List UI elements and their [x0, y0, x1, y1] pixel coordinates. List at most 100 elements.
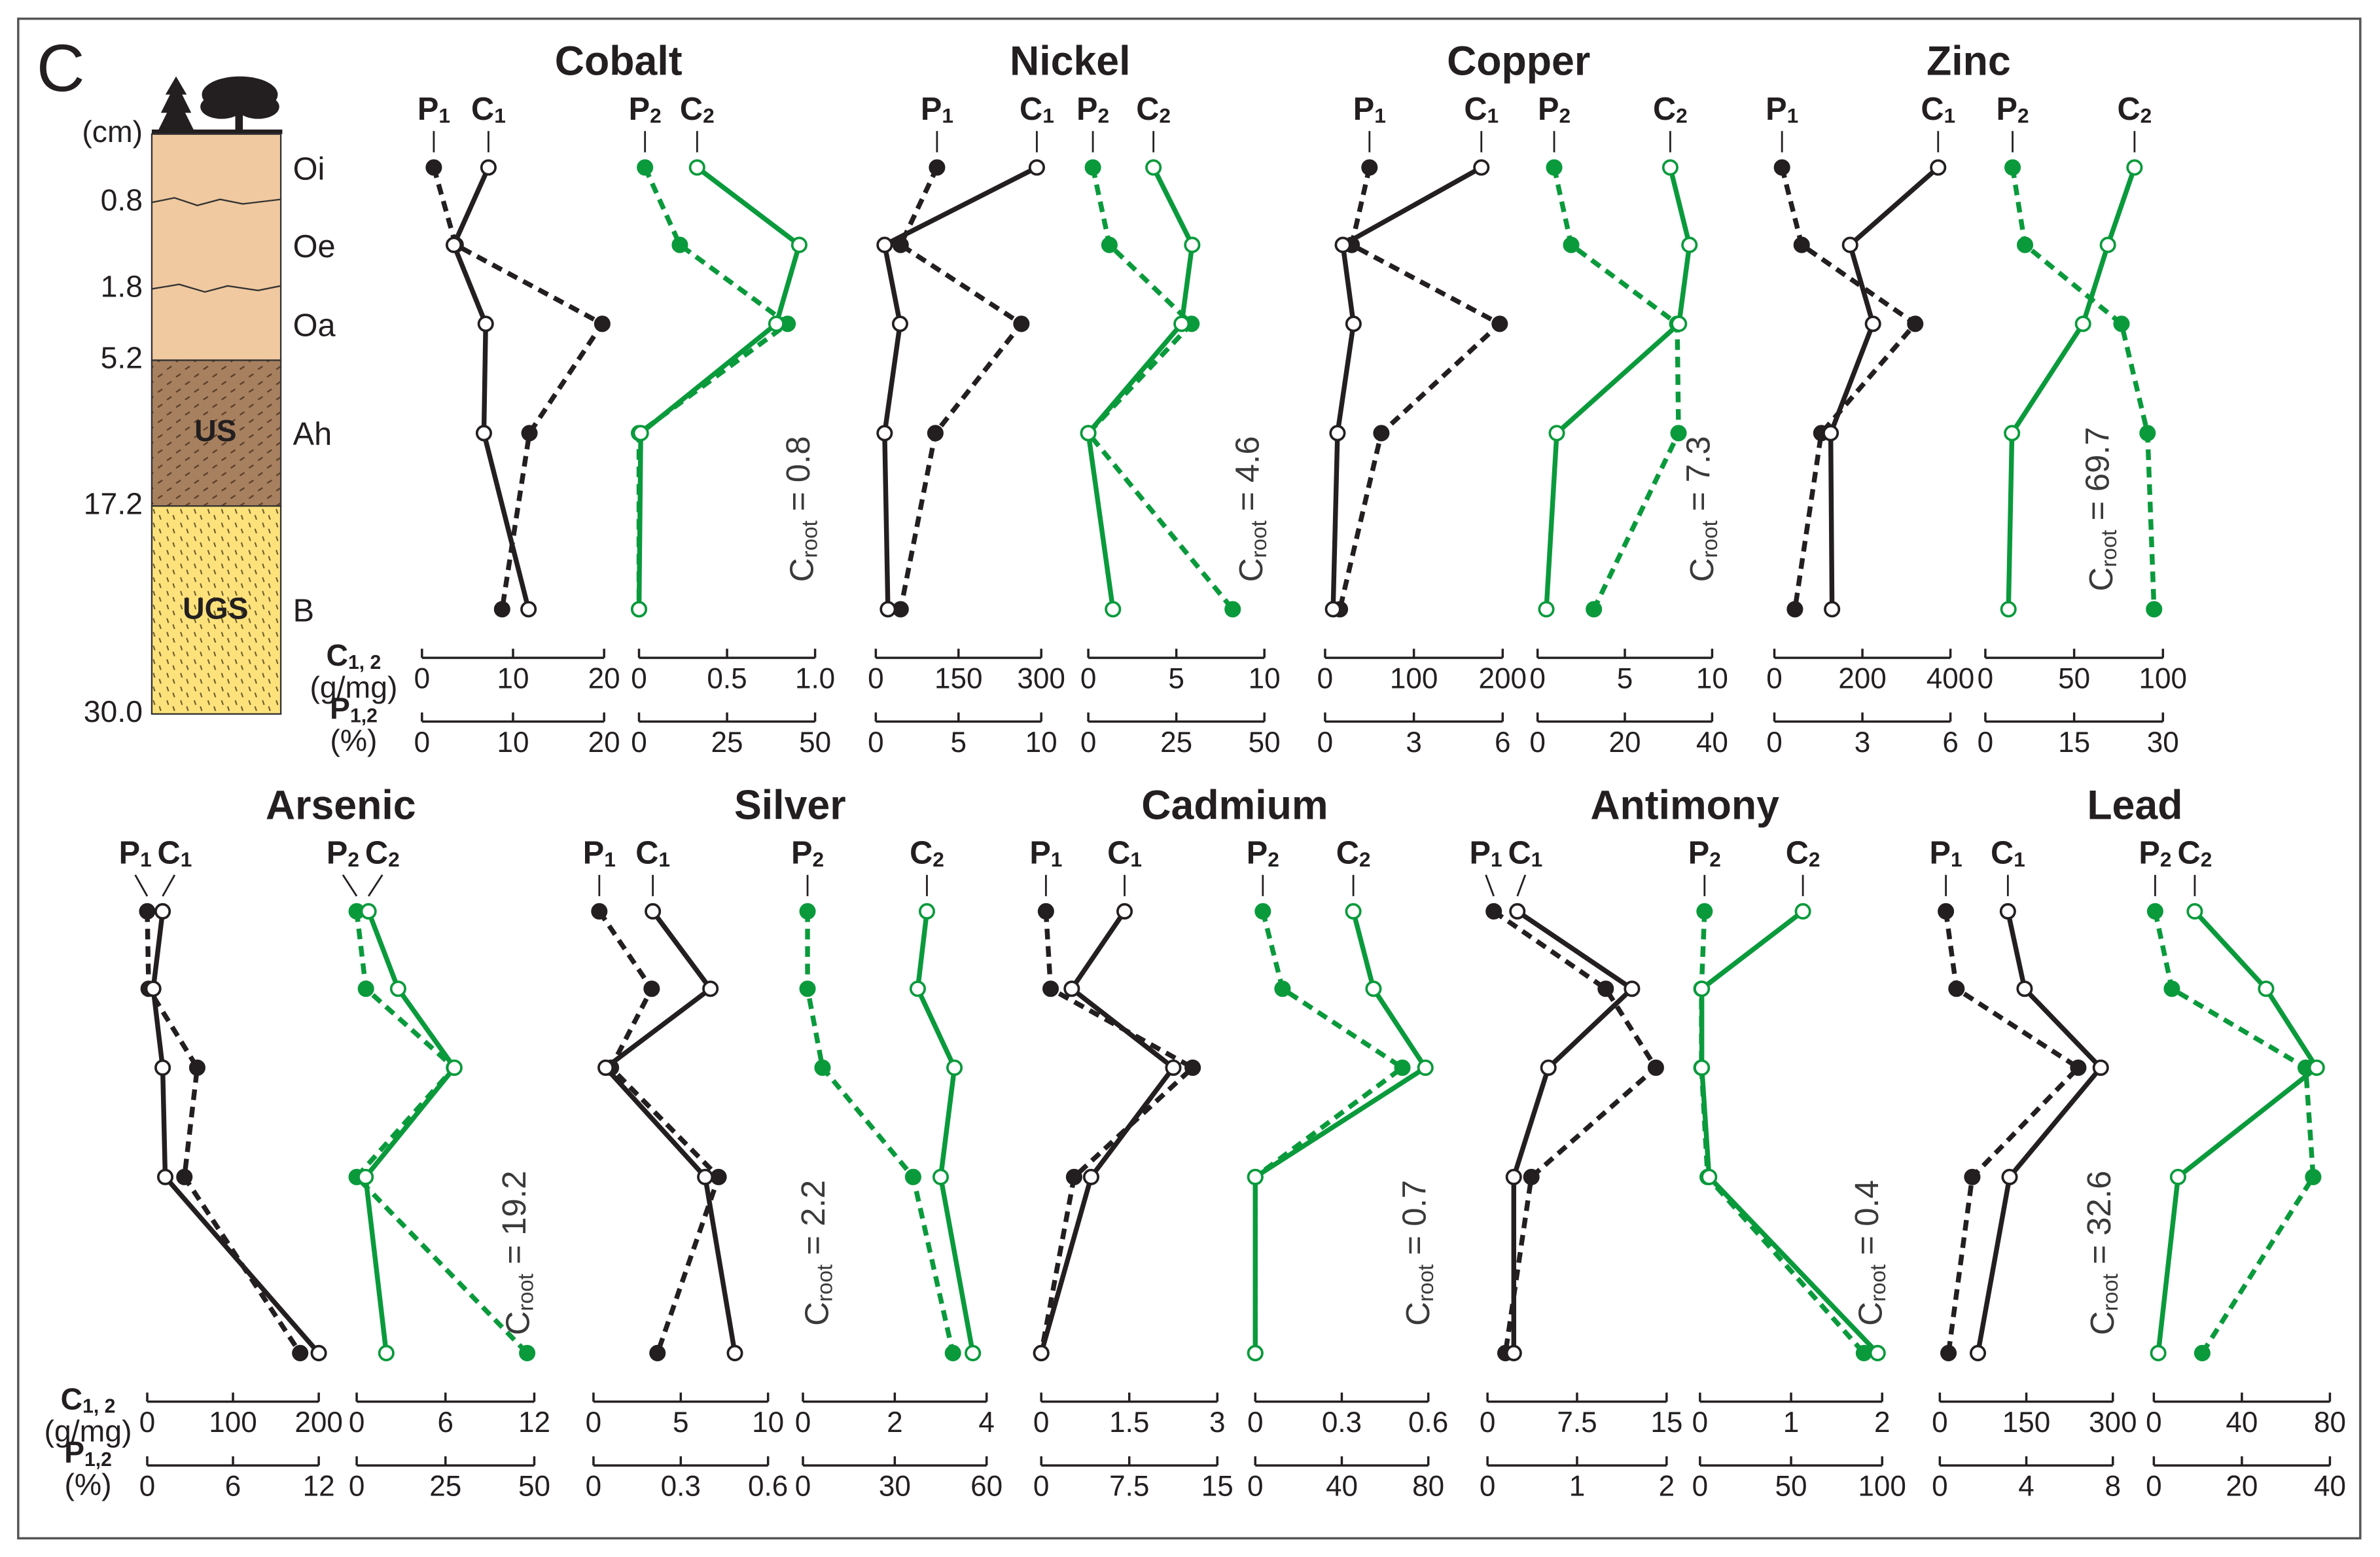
- data-point: [1417, 1059, 1434, 1076]
- data-point: [1938, 903, 1955, 920]
- tick-label: 40: [1326, 1471, 1358, 1503]
- tick-label: 30: [2147, 726, 2179, 759]
- data-point: [1864, 315, 1881, 332]
- tick-label: 15: [1201, 1471, 1234, 1503]
- data-point: [357, 980, 374, 997]
- series-label: P2: [629, 92, 662, 128]
- data-point: [1033, 1344, 1050, 1361]
- data-point: [1546, 159, 1563, 176]
- data-point: [1538, 601, 1555, 618]
- annotation: Croot = 69.7: [2079, 427, 2122, 591]
- data-point: [1624, 980, 1641, 997]
- tick-label: 5: [951, 726, 967, 759]
- tick-label: 100: [1390, 663, 1438, 695]
- data-point: [2113, 315, 2130, 332]
- data-point: [1345, 903, 1362, 920]
- tick-label: 0.5: [707, 663, 747, 695]
- series-line: [636, 165, 802, 609]
- data-point: [710, 1168, 727, 1185]
- tick-label: 150: [2002, 1406, 2051, 1439]
- data-point: [814, 1059, 831, 1076]
- data-point: [475, 425, 492, 442]
- data-point: [1473, 159, 1490, 176]
- axis-unit: (g/mg): [310, 670, 397, 704]
- series-label: C2: [1336, 835, 1371, 871]
- data-point: [1824, 601, 1841, 618]
- tick-label: 15: [1650, 1406, 1682, 1439]
- tick-label: 1.5: [1109, 1406, 1149, 1439]
- data-point: [1485, 903, 1502, 920]
- data-point: [637, 159, 654, 176]
- element-chart: Lead Croot = 32.6 0 150 300 0 4 8 P1 C1 0 40 80 0 20 40…: [1930, 782, 2346, 1502]
- data-point: [1869, 1344, 1886, 1361]
- series-label: C1: [158, 835, 192, 871]
- data-point: [1165, 1059, 1182, 1076]
- tick-label: 0: [586, 1471, 602, 1503]
- tick-label: 25: [711, 726, 743, 759]
- series-line: [1828, 166, 1940, 609]
- series-label: C1: [1020, 92, 1054, 128]
- tick-label: 0.3: [1322, 1406, 1362, 1439]
- tick-label: 200: [294, 1406, 343, 1439]
- depth-unit: (cm): [82, 115, 143, 149]
- data-point: [1548, 425, 1565, 442]
- data-point: [2070, 1059, 2087, 1076]
- data-point: [597, 1059, 614, 1076]
- tick-label: 7.5: [1109, 1471, 1149, 1503]
- data-point: [1822, 425, 1839, 442]
- data-point: [768, 315, 785, 332]
- axis-label: C1, 2: [61, 1382, 116, 1418]
- axis-label: P1,2: [330, 692, 378, 727]
- tick-label: 0: [2146, 1406, 2162, 1439]
- data-point: [1694, 1059, 1711, 1076]
- tick-label: 0: [1978, 726, 1994, 759]
- data-point: [2150, 1344, 2167, 1361]
- data-point: [1540, 1059, 1557, 1076]
- series-line: [1086, 167, 1235, 611]
- series-line: [1039, 911, 1196, 1354]
- chart-title: Cadmium: [1141, 782, 1328, 828]
- data-point: [726, 1344, 743, 1361]
- tick-label: 12: [303, 1471, 335, 1503]
- series-line: [1975, 910, 2103, 1354]
- tick-label: 80: [1412, 1471, 1444, 1503]
- data-point: [671, 236, 688, 253]
- data-point: [904, 1168, 921, 1185]
- tick-label: 4: [2018, 1471, 2034, 1503]
- data-point: [1647, 1059, 1664, 1076]
- tick-label: 0: [586, 1406, 602, 1439]
- tick-label: 0: [414, 726, 431, 759]
- data-point: [521, 425, 538, 442]
- element-chart: Cobalt Croot = 0.8 0 10 20 0 10 20 P1 C1 0 0.5 1.0 0 2…: [414, 39, 836, 759]
- data-point: [1101, 236, 1118, 253]
- data-point: [879, 601, 897, 618]
- tick-label: 40: [2226, 1406, 2258, 1439]
- series-label: P1: [1930, 835, 1963, 871]
- tick-label: 50: [518, 1471, 550, 1503]
- tick-label: 1.0: [795, 663, 835, 695]
- data-point: [1523, 1168, 1540, 1185]
- series-line: [1511, 909, 1635, 1353]
- tick-label: 6: [1942, 726, 1959, 759]
- label-leader: [134, 874, 149, 897]
- tick-label: 0: [139, 1471, 156, 1503]
- data-point: [1184, 236, 1201, 253]
- series-label: P1: [921, 92, 953, 128]
- tick-label: 15: [2058, 726, 2090, 759]
- tick-label: 0.3: [661, 1471, 701, 1503]
- data-point: [2139, 425, 2156, 442]
- label-leader: [342, 874, 358, 897]
- series-line: [1943, 910, 2081, 1353]
- horizon-label: B: [293, 594, 314, 629]
- data-point: [1224, 601, 1241, 618]
- data-point: [1365, 980, 1382, 997]
- annotation: Croot = 0.7: [1396, 1180, 1438, 1326]
- tick-label: 30: [879, 1471, 911, 1503]
- tick-label: 0.6: [748, 1471, 788, 1503]
- data-point: [425, 159, 442, 176]
- data-point: [176, 1168, 193, 1185]
- layer-label: US: [194, 414, 236, 448]
- series-line: [1552, 167, 1681, 611]
